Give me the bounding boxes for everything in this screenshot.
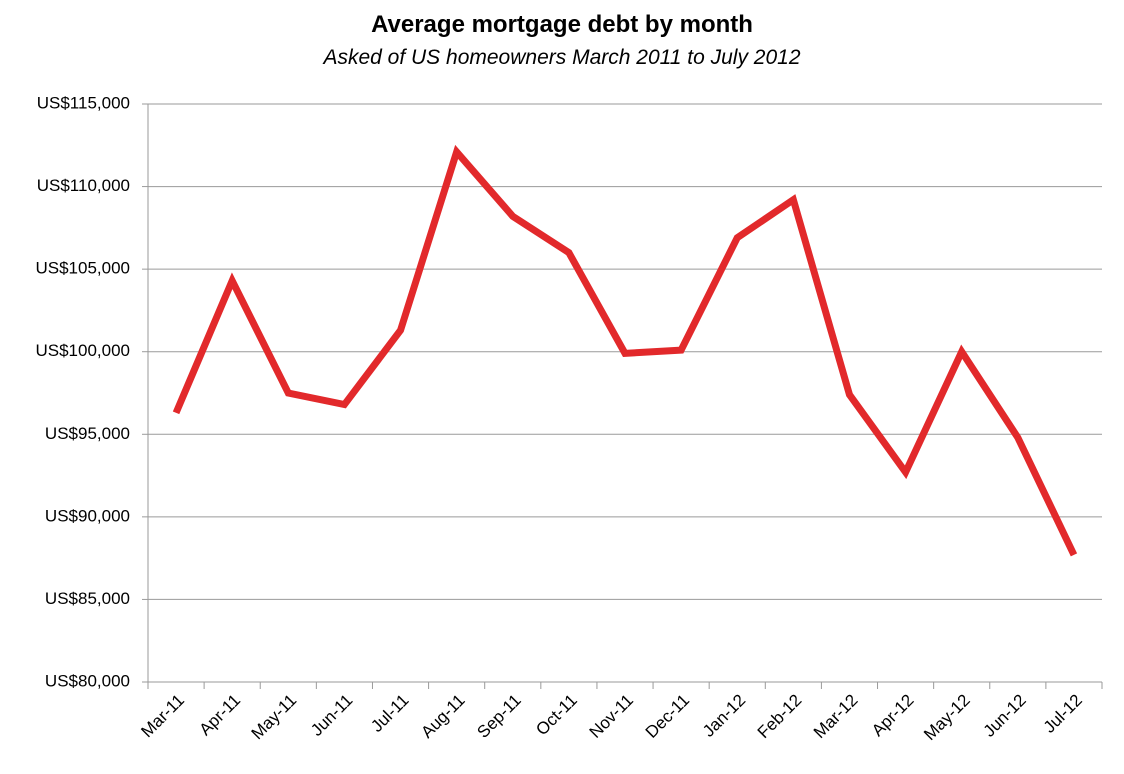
x-tick-label: May-11 bbox=[248, 691, 301, 744]
x-tick-label: Apr-11 bbox=[196, 691, 245, 740]
x-tick-label: Feb-12 bbox=[754, 691, 806, 743]
x-tick-label: Sep-11 bbox=[473, 691, 524, 742]
y-tick-label: US$110,000 bbox=[37, 176, 130, 195]
data-line bbox=[172, 144, 1078, 557]
x-tick-label: Apr-12 bbox=[868, 691, 918, 741]
x-tick-label: Mar-12 bbox=[810, 691, 862, 743]
x-tick-label: Jan-12 bbox=[699, 691, 749, 741]
y-tick-label: US$100,000 bbox=[35, 341, 130, 360]
chart-title: Average mortgage debt by month bbox=[371, 11, 753, 38]
x-tick-label: Oct-11 bbox=[532, 691, 581, 740]
x-tick-label: Mar-11 bbox=[137, 691, 188, 742]
x-tick-label: Nov-11 bbox=[586, 691, 637, 742]
y-tick-label: US$80,000 bbox=[45, 671, 130, 690]
y-tick-label: US$85,000 bbox=[45, 589, 130, 608]
y-tick-label: US$90,000 bbox=[45, 506, 130, 525]
x-tick-label: Jun-12 bbox=[980, 691, 1030, 741]
y-tick-label: US$115,000 bbox=[37, 93, 130, 112]
x-tick-label: Dec-11 bbox=[642, 691, 693, 742]
x-tick-label: Jul-11 bbox=[367, 691, 412, 736]
x-tick-label: Jul-12 bbox=[1040, 691, 1086, 737]
x-tick-label: Jun-11 bbox=[307, 691, 356, 740]
chart-subtitle: Asked of US homeowners March 2011 to Jul… bbox=[321, 46, 800, 69]
x-tick-label: May-12 bbox=[920, 691, 974, 745]
x-tick-label: Aug-11 bbox=[417, 691, 468, 742]
y-tick-label: US$95,000 bbox=[45, 424, 130, 443]
y-tick-label: US$105,000 bbox=[35, 259, 130, 278]
